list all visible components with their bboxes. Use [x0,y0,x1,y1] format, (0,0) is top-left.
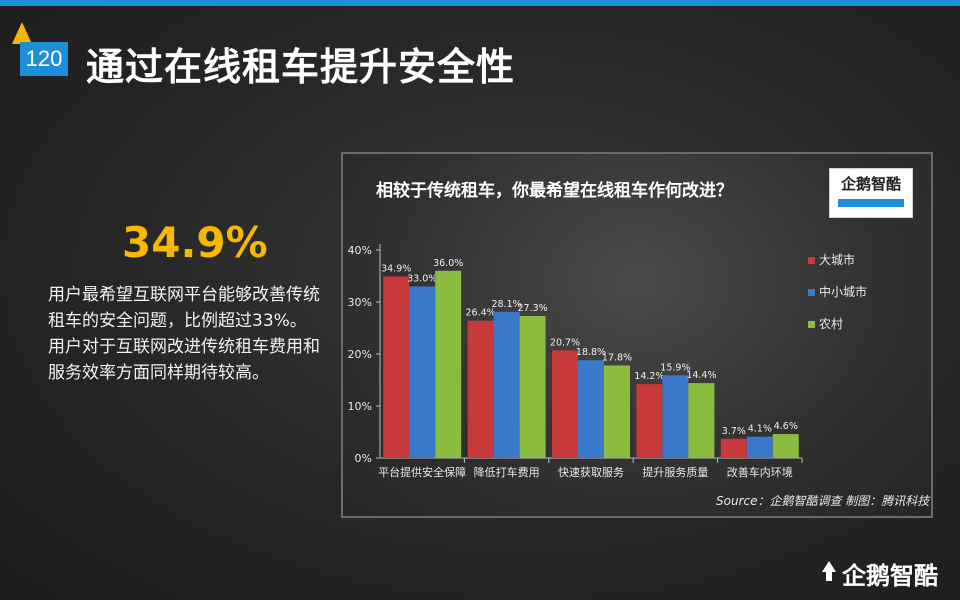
top-accent-bar [0,0,960,6]
key-stat: 34.9% [122,218,268,267]
bar [552,350,578,458]
data-label: 15.9% [660,362,690,373]
data-label: 14.2% [634,371,664,382]
chart-source: Source：企鹅智酷调查 制图：腾讯科技 [716,494,930,508]
bar [383,276,410,458]
y-tick-label: 30% [348,296,372,309]
bar [435,270,462,458]
data-label: 20.7% [550,337,580,348]
penguin-icon [822,561,836,581]
logo-bar [838,199,904,207]
brand-logo: 企鹅智酷 [842,562,938,590]
page-marker-icon [12,22,32,44]
page-number: 120 [20,42,68,76]
data-label: 14.4% [686,370,716,381]
legend-label: 农村 [819,317,843,331]
legend-swatch [808,257,815,264]
bar [636,384,663,458]
x-tick-label: 提升服务质量 [642,466,708,479]
data-label: 36.0% [433,258,463,269]
x-tick-label: 改善车内环境 [727,465,793,479]
data-label: 17.8% [602,352,632,363]
bar [578,360,604,458]
y-tick-label: 10% [348,400,372,413]
data-label: 34.9% [381,264,411,275]
bar [519,316,546,458]
y-tick-label: 20% [348,348,372,361]
bar [662,375,689,458]
bar [493,311,520,458]
x-tick-label: 平台提供安全保障 [378,465,466,479]
bar [772,434,799,458]
legend-label: 中小城市 [819,284,867,299]
x-tick-label: 降低打车费用 [474,465,540,479]
chart-title: 相较于传统租车，你最希望在线租车作何改进？ [376,181,733,201]
data-label: 4.6% [774,421,798,432]
bar [409,286,436,458]
x-tick-label: 快速获取服务 [558,466,624,479]
legend-label: 大城市 [819,252,855,267]
bar [746,436,773,458]
stat-description: 用户最希望互联网平台能够改善传统租车的安全问题，比例超过33%。用户对于互联网改… [48,285,320,383]
data-label: 33.0% [407,273,437,284]
bar [720,438,747,458]
y-tick-label: 0% [355,452,372,465]
data-label: 4.1% [748,424,772,435]
logo-text: 企鹅智酷 [840,175,901,193]
bar [604,365,630,458]
data-label: 26.4% [466,308,496,319]
bar [467,320,494,458]
page-title: 通过在线租车提升安全性 [86,45,516,89]
y-tick-label: 40% [348,244,372,257]
bar [688,383,715,458]
data-label: 28.1% [492,299,522,310]
logo: 企鹅智酷 [829,168,913,218]
data-label: 3.7% [722,426,746,437]
legend-swatch [808,321,815,328]
data-label: 27.3% [518,303,548,314]
legend-swatch [808,289,815,296]
data-label: 18.8% [576,347,606,358]
